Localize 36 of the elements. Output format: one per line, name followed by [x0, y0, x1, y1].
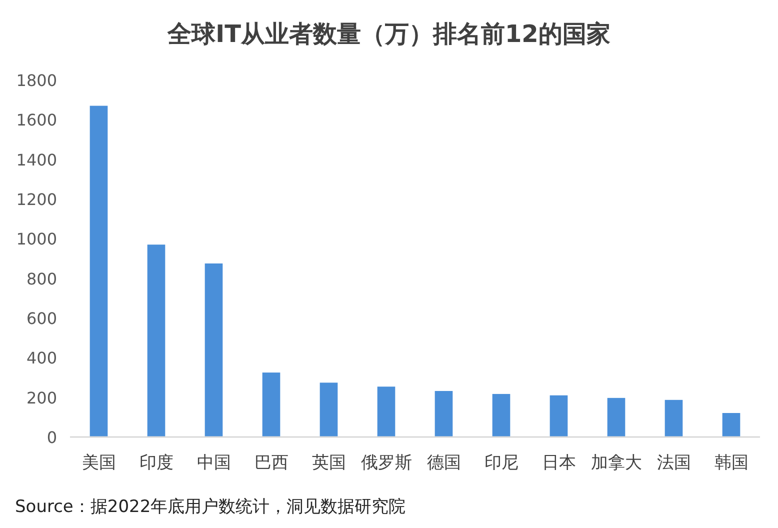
- y-tick-label: 1400: [16, 150, 57, 170]
- x-tick-label: 中国: [196, 453, 231, 473]
- x-tick-label: 日本: [542, 453, 576, 473]
- x-tick-label: 印度: [139, 453, 174, 473]
- bar: [204, 263, 223, 437]
- x-tick-label: 法国: [656, 453, 691, 473]
- source-note: Source：据2022年底用户数统计，洞见数据研究院: [15, 497, 406, 517]
- x-tick-label: 韩国: [714, 453, 748, 473]
- bar: [492, 394, 510, 437]
- y-tick-label: 1800: [16, 71, 57, 90]
- x-tick-label: 俄罗斯: [360, 453, 412, 473]
- x-tick-label: 巴西: [254, 453, 288, 473]
- y-tick-label: 1000: [16, 230, 57, 249]
- chart-title: 全球IT从业者数量（万）排名前12的国家: [166, 20, 610, 48]
- x-tick-label: 德国: [426, 453, 461, 473]
- y-tick-label: 1200: [16, 190, 57, 209]
- y-tick-label: 800: [26, 269, 57, 288]
- y-tick-label: 600: [26, 309, 57, 328]
- bar: [434, 390, 453, 437]
- bar: [722, 413, 740, 437]
- bar: [607, 398, 626, 437]
- y-tick-label: 1600: [16, 110, 57, 130]
- bar: [664, 400, 683, 437]
- bar: [550, 395, 568, 437]
- y-tick-label: 400: [26, 348, 57, 368]
- x-tick-label: 加拿大: [590, 453, 642, 473]
- bar: [320, 382, 338, 437]
- y-tick-label: 0: [46, 428, 57, 447]
- x-tick-label: 英国: [312, 453, 346, 473]
- bar: [262, 372, 280, 437]
- x-tick-label: 印尼: [484, 453, 518, 473]
- bar: [147, 244, 166, 437]
- y-tick-label: 200: [26, 388, 57, 408]
- bar: [377, 386, 396, 437]
- bar: [90, 106, 108, 437]
- x-tick-label: 美国: [82, 453, 116, 473]
